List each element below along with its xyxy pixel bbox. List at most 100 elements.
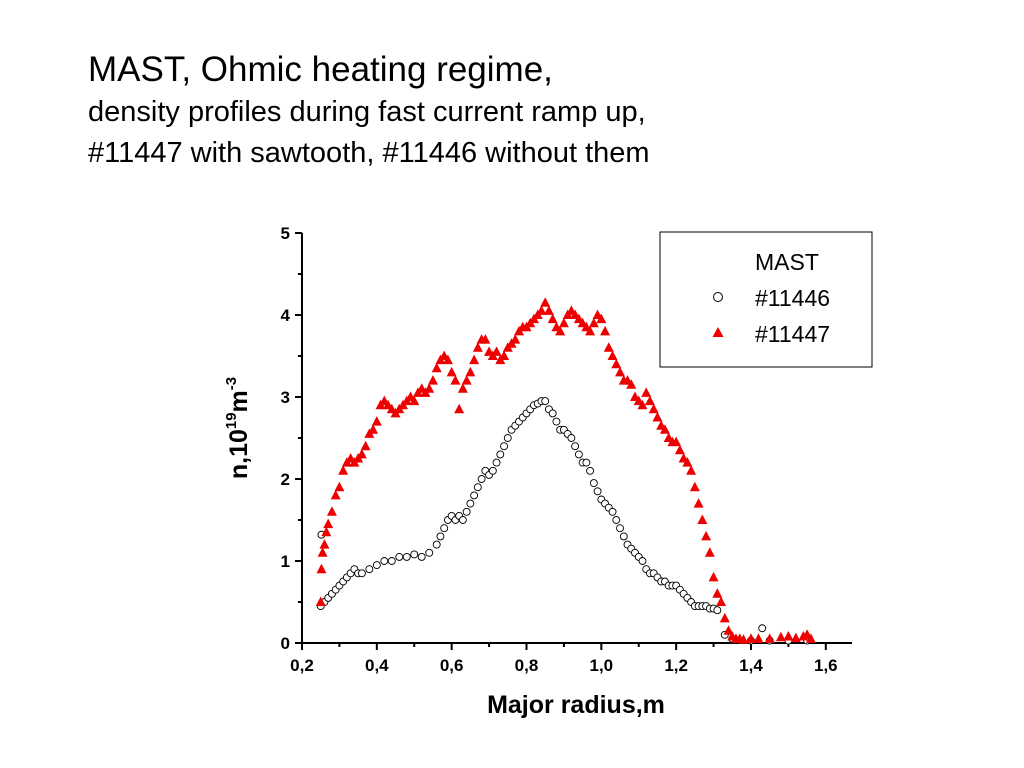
data-point-11447	[648, 403, 659, 414]
data-point-11446	[503, 434, 512, 442]
data-point-11447	[775, 631, 786, 642]
data-point-11447	[499, 350, 510, 360]
data-point-11447	[686, 465, 697, 475]
data-point-11446	[466, 499, 475, 508]
y-axis-title-unit: m	[225, 390, 253, 412]
data-point-11446	[395, 552, 404, 561]
data-point-11447	[469, 354, 480, 365]
data-point-11447	[637, 399, 648, 410]
x-axis-title: Major radius,m	[487, 691, 665, 719]
y-tick-label: 3	[281, 388, 290, 407]
data-point-11447	[615, 366, 626, 377]
data-point-11447	[424, 383, 435, 393]
x-tick-label: 0,6	[440, 656, 464, 675]
data-point-11446	[496, 450, 505, 459]
data-point-11447	[338, 465, 349, 475]
data-point-11447	[321, 526, 332, 537]
data-point-11446	[574, 450, 583, 459]
data-point-11447	[697, 514, 708, 524]
legend-marker-11446	[713, 292, 723, 302]
data-point-11447	[461, 375, 472, 385]
legend-box	[659, 231, 873, 368]
data-point-11447	[555, 325, 566, 336]
data-point-11446	[758, 624, 767, 633]
data-point-11447	[450, 375, 461, 385]
data-point-11447	[603, 342, 614, 352]
legend-marker-11447	[712, 327, 724, 337]
data-point-11447	[454, 403, 465, 414]
y-axis-title-base: n,10	[225, 429, 253, 479]
x-tick-label: 1,4	[739, 656, 763, 675]
legend-label-11447: #11447	[755, 321, 830, 347]
data-point-11447	[547, 313, 558, 324]
data-point-11447	[536, 305, 547, 315]
data-point-11446	[477, 475, 486, 483]
data-point-11446	[612, 516, 621, 524]
y-axis-title: n,1019m-3	[223, 377, 253, 479]
x-tick-label: 0,2	[290, 656, 314, 675]
data-point-11447	[682, 457, 693, 467]
data-point-11447	[316, 563, 327, 574]
data-point-11447	[588, 317, 599, 328]
data-point-11447	[317, 547, 328, 557]
data-point-11447	[431, 362, 442, 373]
data-point-11447	[783, 630, 794, 641]
data-point-11446	[473, 483, 482, 492]
data-point-11447	[607, 350, 618, 360]
data-point-11446	[440, 524, 449, 533]
data-point-11447	[611, 358, 622, 369]
data-point-11447	[315, 596, 326, 606]
data-point-11447	[719, 612, 730, 623]
data-point-11447	[745, 633, 756, 643]
tick-labels: 0,2 0,4 0,6 0,8 1,0 1,2 1,4 1,6 0 1 2 3 4 5	[281, 224, 838, 675]
data-point-11446	[541, 397, 550, 406]
data-point-11447	[427, 375, 438, 385]
data-point-11446	[470, 491, 479, 500]
data-point-11447	[671, 436, 682, 447]
data-point-11447	[805, 633, 816, 643]
data-point-11446	[582, 458, 591, 467]
legend: MAST #11446 #11447	[659, 231, 873, 368]
data-point-11447	[738, 634, 749, 644]
tick-marks	[295, 232, 827, 650]
data-point-11447	[371, 416, 382, 426]
data-point-11446	[436, 532, 445, 541]
legend-label-11446: #11446	[755, 285, 830, 311]
data-point-11447	[510, 334, 521, 344]
data-point-11446	[372, 561, 381, 570]
data-point-11446	[713, 606, 722, 615]
x-tick-label: 1,0	[589, 656, 613, 675]
data-point-11447	[480, 334, 491, 344]
data-point-11447	[596, 313, 607, 324]
data-point-11447	[330, 489, 341, 500]
data-point-11447	[693, 498, 704, 508]
data-point-11447	[334, 481, 345, 492]
data-point-11447	[704, 547, 715, 557]
y-tick-label: 2	[281, 470, 290, 489]
data-point-11446	[616, 524, 624, 533]
data-point-11446	[500, 442, 508, 451]
title-line-main: MAST, Ohmic heating regime,	[88, 50, 553, 89]
data-point-11446	[567, 434, 576, 442]
data-point-11447	[326, 506, 337, 516]
data-point-11446	[402, 552, 411, 561]
data-point-11446	[417, 552, 426, 561]
data-point-11447	[472, 342, 483, 352]
data-point-11446	[432, 540, 441, 549]
data-point-11446	[589, 479, 598, 488]
data-point-11446	[548, 409, 557, 418]
data-point-11447	[712, 588, 723, 598]
series-11447-points	[315, 297, 816, 644]
x-tick-label: 0,4	[365, 656, 389, 675]
data-point-11447	[446, 366, 457, 377]
data-point-11446	[488, 466, 497, 475]
data-point-11446	[458, 516, 467, 524]
y-axis-title-exp2: -3	[223, 377, 240, 390]
title-line-shots: #11447 with sawtooth, #11446 without the…	[88, 137, 650, 169]
data-point-11447	[652, 412, 663, 422]
data-point-11446	[552, 417, 561, 426]
data-point-11446	[462, 507, 471, 516]
data-point-11446	[586, 466, 595, 475]
data-point-11446	[425, 548, 434, 557]
